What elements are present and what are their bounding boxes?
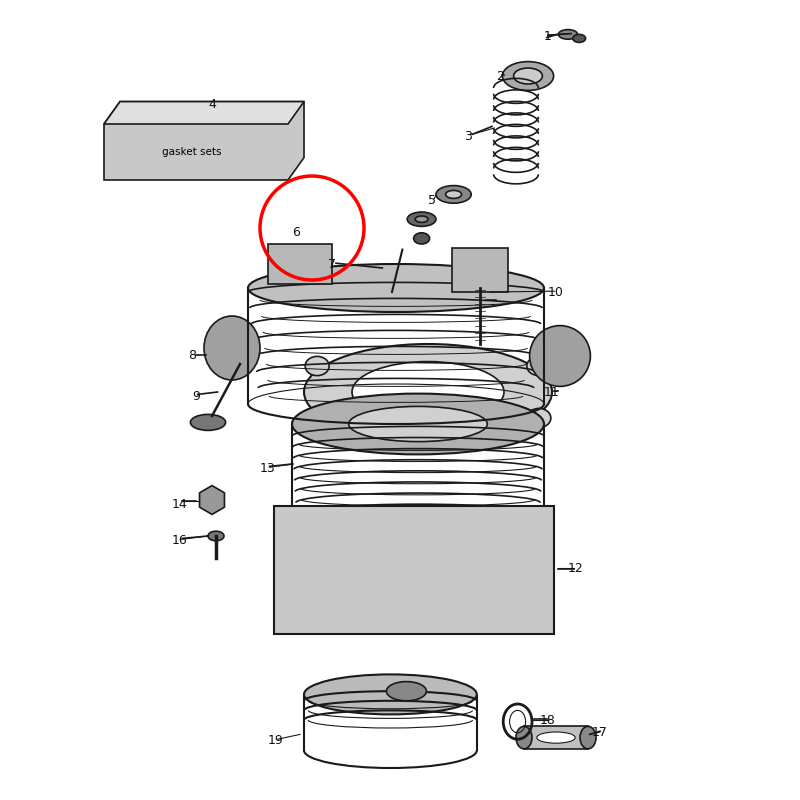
Ellipse shape: [527, 408, 551, 427]
Ellipse shape: [573, 34, 586, 42]
Polygon shape: [199, 486, 225, 514]
Ellipse shape: [304, 344, 552, 440]
Ellipse shape: [530, 326, 590, 386]
Ellipse shape: [190, 414, 226, 430]
Text: 19: 19: [268, 734, 284, 746]
Ellipse shape: [204, 316, 260, 380]
Text: 11: 11: [544, 386, 560, 398]
Ellipse shape: [407, 212, 436, 226]
Ellipse shape: [527, 357, 551, 376]
Polygon shape: [104, 102, 304, 124]
Text: 10: 10: [548, 286, 564, 298]
FancyBboxPatch shape: [524, 726, 588, 749]
Ellipse shape: [380, 290, 409, 310]
Ellipse shape: [537, 732, 575, 743]
Text: 4: 4: [208, 98, 216, 110]
Text: 5: 5: [428, 194, 436, 206]
Ellipse shape: [282, 516, 298, 527]
Ellipse shape: [516, 726, 532, 749]
Text: 9: 9: [192, 390, 200, 402]
Text: 12: 12: [568, 562, 584, 574]
Ellipse shape: [580, 726, 596, 749]
Ellipse shape: [530, 612, 546, 623]
Polygon shape: [104, 102, 304, 180]
Text: 8: 8: [188, 350, 196, 362]
Ellipse shape: [514, 68, 542, 84]
FancyBboxPatch shape: [268, 244, 332, 284]
Ellipse shape: [282, 612, 298, 623]
Ellipse shape: [352, 362, 504, 422]
Ellipse shape: [304, 674, 477, 714]
Ellipse shape: [414, 233, 430, 244]
Ellipse shape: [208, 531, 224, 541]
Text: 3: 3: [464, 130, 472, 142]
Ellipse shape: [446, 190, 462, 198]
Ellipse shape: [415, 216, 428, 222]
Text: 16: 16: [172, 534, 188, 546]
Ellipse shape: [470, 268, 490, 289]
Text: 17: 17: [592, 726, 608, 738]
Text: 7: 7: [328, 258, 336, 270]
Text: 6: 6: [292, 226, 300, 238]
Text: 2: 2: [496, 70, 504, 82]
Ellipse shape: [436, 186, 471, 203]
Ellipse shape: [305, 357, 329, 376]
Ellipse shape: [292, 394, 544, 454]
Text: gasket sets: gasket sets: [162, 147, 222, 157]
Ellipse shape: [558, 30, 578, 39]
Polygon shape: [274, 506, 554, 634]
Ellipse shape: [326, 526, 502, 614]
Ellipse shape: [349, 406, 487, 442]
Text: 14: 14: [172, 498, 188, 510]
Ellipse shape: [305, 408, 329, 427]
Text: 1: 1: [544, 30, 552, 42]
Ellipse shape: [248, 264, 544, 312]
Ellipse shape: [530, 516, 546, 527]
Text: 18: 18: [540, 714, 556, 726]
Text: 13: 13: [260, 462, 276, 474]
Ellipse shape: [502, 62, 554, 90]
FancyBboxPatch shape: [452, 248, 508, 292]
Ellipse shape: [386, 682, 426, 701]
